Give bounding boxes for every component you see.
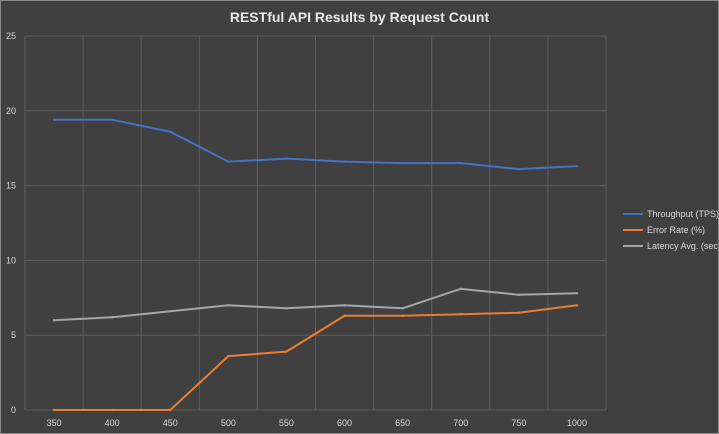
x-tick-label: 400 [105, 418, 120, 428]
data-point [110, 408, 114, 412]
data-point [169, 130, 172, 133]
data-point [517, 311, 521, 314]
data-point [227, 354, 230, 358]
data-point [575, 164, 579, 168]
y-tick-label: 25 [6, 31, 16, 41]
data-point [575, 292, 579, 295]
data-point [575, 304, 579, 307]
data-point [52, 408, 56, 412]
data-point [227, 304, 230, 307]
data-point [285, 350, 288, 353]
data-point [169, 310, 172, 313]
data-point [459, 161, 462, 165]
data-point [517, 167, 521, 171]
x-tick-label: 700 [453, 418, 468, 428]
chart-title: RESTful API Results by Request Count [229, 9, 490, 25]
data-point [52, 118, 56, 121]
legend-label: Latency Avg. (sec) [647, 241, 718, 251]
series-line-2 [54, 304, 578, 411]
data-point [169, 408, 172, 412]
data-point [343, 314, 346, 317]
data-point [110, 118, 114, 121]
x-tick-label: 600 [337, 418, 352, 428]
x-tick-label: 550 [279, 418, 294, 428]
data-point [401, 307, 404, 310]
x-tick-label: 650 [395, 418, 410, 428]
data-point [227, 160, 230, 163]
data-point [285, 157, 288, 160]
x-tick-label: 1000 [567, 418, 587, 428]
data-point [401, 161, 404, 165]
data-point [517, 293, 521, 297]
y-tick-label: 15 [6, 181, 16, 191]
y-tick-label: 10 [6, 255, 16, 265]
x-tick-label: 350 [47, 418, 62, 428]
series-line-3 [53, 287, 577, 322]
x-tick-label: 750 [511, 418, 526, 428]
legend-label: Error Rate (%) [647, 225, 705, 235]
data-point [52, 319, 56, 322]
legend-label: Throughput (TPS) [647, 209, 718, 219]
y-tick-label: 0 [11, 405, 16, 415]
data-point [343, 160, 346, 163]
data-point [459, 313, 462, 316]
data-point [401, 314, 404, 317]
y-tick-label: 20 [6, 106, 16, 116]
data-point [110, 316, 114, 319]
data-point [343, 304, 346, 307]
data-point [459, 287, 462, 291]
data-point [285, 307, 288, 310]
x-tick-label: 450 [163, 418, 178, 428]
y-tick-label: 5 [11, 330, 16, 340]
x-tick-label: 500 [221, 418, 236, 428]
series-line-1 [54, 118, 578, 171]
